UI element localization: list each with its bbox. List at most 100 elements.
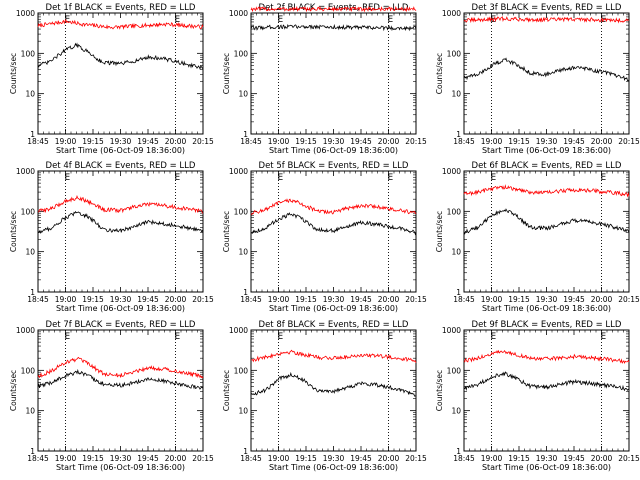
- y-axis-label: Counts/sec: [222, 370, 231, 411]
- panel-title: Det 1f BLACK = Events, RED = LLD: [46, 3, 196, 13]
- y-tick-label: 100: [447, 207, 462, 216]
- x-axis-label: Start Time (06-Oct-09 18:36:00): [269, 304, 398, 313]
- x-tick-label: 18:45: [27, 137, 49, 146]
- y-tick-label: 100: [21, 366, 36, 375]
- x-tick-label: 18:45: [27, 454, 49, 463]
- plot-frame: [37, 329, 204, 452]
- panel-det-7: Det 7f BLACK = Events, RED = LLD 1 10 100 10…: [9, 320, 214, 472]
- event-rate-line: [250, 23, 417, 32]
- y-tick-label: 10: [451, 248, 461, 257]
- panel-title: Det 8f BLACK = Events, RED = LLD: [259, 320, 409, 330]
- y-tick-label: 1000: [442, 9, 461, 18]
- x-tick-label: 19:30: [323, 454, 345, 463]
- x-tick-label: 20:15: [192, 454, 214, 463]
- x-tick-label: 19:15: [508, 137, 530, 146]
- y-tick-label: 1000: [229, 167, 248, 176]
- x-tick-label: 20:00: [378, 454, 400, 463]
- x-tick-label: 18:45: [27, 295, 49, 304]
- y-tick-label: 10: [238, 90, 248, 99]
- x-tick-label: 19:00: [268, 137, 290, 146]
- y-tick-label: 10: [25, 248, 35, 257]
- panel-title: Det 4f BLACK = Events, RED = LLD: [46, 161, 196, 171]
- x-tick-label: 19:00: [268, 454, 290, 463]
- x-axis-label: Start Time (06-Oct-09 18:36:00): [56, 463, 185, 472]
- panel-det-9: Det 9f BLACK = Events, RED = LLD 1 10 100 10…: [435, 320, 640, 472]
- y-tick-label: 1: [243, 447, 248, 456]
- x-tick-label: 19:15: [508, 454, 530, 463]
- panel-det-5: Det 5f BLACK = Events, RED = LLD 1 10 100 10…: [222, 161, 427, 313]
- lld-rate-line: [463, 16, 630, 24]
- x-tick-label: 18:45: [453, 454, 475, 463]
- y-tick-label: 100: [234, 366, 249, 375]
- plot-frame: [37, 170, 204, 293]
- panel-title: Det 7f BLACK = Events, RED = LLD: [46, 320, 196, 330]
- event-rate-line: [463, 208, 630, 235]
- x-tick-label: 19:30: [536, 295, 558, 304]
- y-axis-label: Counts/sec: [222, 211, 231, 252]
- y-tick-label: 100: [447, 366, 462, 375]
- y-axis-label: Counts/sec: [9, 53, 18, 94]
- event-rate-line: [37, 210, 204, 235]
- y-tick-label: 10: [451, 90, 461, 99]
- event-marker-label: E: [65, 15, 71, 25]
- x-tick-label: 20:00: [591, 295, 613, 304]
- y-tick-label: 1: [456, 447, 461, 456]
- event-marker-label: E: [388, 332, 394, 342]
- y-tick-label: 1: [243, 288, 248, 297]
- y-tick-label: 100: [234, 49, 249, 58]
- panel-title: Det 2f BLACK = Events, RED = LLD: [259, 3, 409, 13]
- y-tick-label: 1: [30, 130, 35, 139]
- y-tick-label: 1: [456, 288, 461, 297]
- y-tick-label: 10: [238, 248, 248, 257]
- y-tick-label: 1: [30, 288, 35, 297]
- panel-title: Det 3f BLACK = Events, RED = LLD: [472, 3, 622, 13]
- x-tick-label: 20:00: [591, 137, 613, 146]
- plot-frame: [250, 12, 417, 135]
- y-tick-label: 1: [243, 130, 248, 139]
- event-rate-line: [464, 371, 630, 392]
- plot-frame: [37, 12, 204, 135]
- x-tick-label: 20:15: [618, 454, 640, 463]
- event-marker-label: E: [65, 173, 71, 183]
- event-marker-label: E: [278, 173, 284, 183]
- event-marker-label: E: [601, 173, 607, 183]
- x-axis-label: Start Time (06-Oct-09 18:36:00): [269, 463, 398, 472]
- x-tick-label: 20:15: [618, 295, 640, 304]
- x-tick-label: 20:15: [618, 137, 640, 146]
- lld-rate-line: [250, 5, 417, 13]
- lld-rate-line: [37, 18, 204, 30]
- event-marker-label: E: [388, 173, 394, 183]
- x-tick-label: 19:15: [82, 137, 104, 146]
- panel-title: Det 9f BLACK = Events, RED = LLD: [472, 320, 622, 330]
- x-tick-label: 19:15: [82, 454, 104, 463]
- x-tick-label: 18:45: [240, 137, 262, 146]
- x-tick-label: 20:15: [405, 137, 427, 146]
- x-tick-label: 19:45: [563, 454, 585, 463]
- y-tick-label: 1000: [229, 326, 248, 335]
- x-axis-label: Start Time (06-Oct-09 18:36:00): [482, 463, 611, 472]
- panel-det-8: Det 8f BLACK = Events, RED = LLD 1 10 100 10…: [222, 320, 427, 472]
- x-tick-label: 19:30: [536, 137, 558, 146]
- x-tick-label: 20:00: [165, 137, 187, 146]
- x-tick-label: 19:00: [55, 295, 77, 304]
- x-tick-label: 19:45: [563, 295, 585, 304]
- event-marker-label: E: [278, 15, 284, 25]
- event-rate-line: [250, 212, 417, 236]
- x-tick-label: 20:15: [405, 454, 427, 463]
- y-tick-label: 1000: [229, 9, 248, 18]
- event-marker-label: E: [491, 332, 497, 342]
- x-tick-label: 20:15: [405, 295, 427, 304]
- lld-rate-line: [250, 198, 417, 216]
- x-axis-label: Start Time (06-Oct-09 18:36:00): [482, 304, 611, 313]
- event-marker-label: E: [388, 15, 394, 25]
- x-tick-label: 19:45: [350, 454, 372, 463]
- x-tick-label: 20:00: [165, 454, 187, 463]
- y-tick-label: 100: [21, 49, 36, 58]
- y-axis-label: Counts/sec: [9, 211, 18, 252]
- y-tick-label: 1000: [16, 167, 35, 176]
- lld-rate-line: [38, 194, 204, 214]
- y-tick-label: 1000: [442, 326, 461, 335]
- y-tick-label: 100: [447, 49, 462, 58]
- panel-det-4: Det 4f BLACK = Events, RED = LLD 1 10 100 10…: [9, 161, 214, 313]
- panel-title: Det 6f BLACK = Events, RED = LLD: [472, 161, 622, 171]
